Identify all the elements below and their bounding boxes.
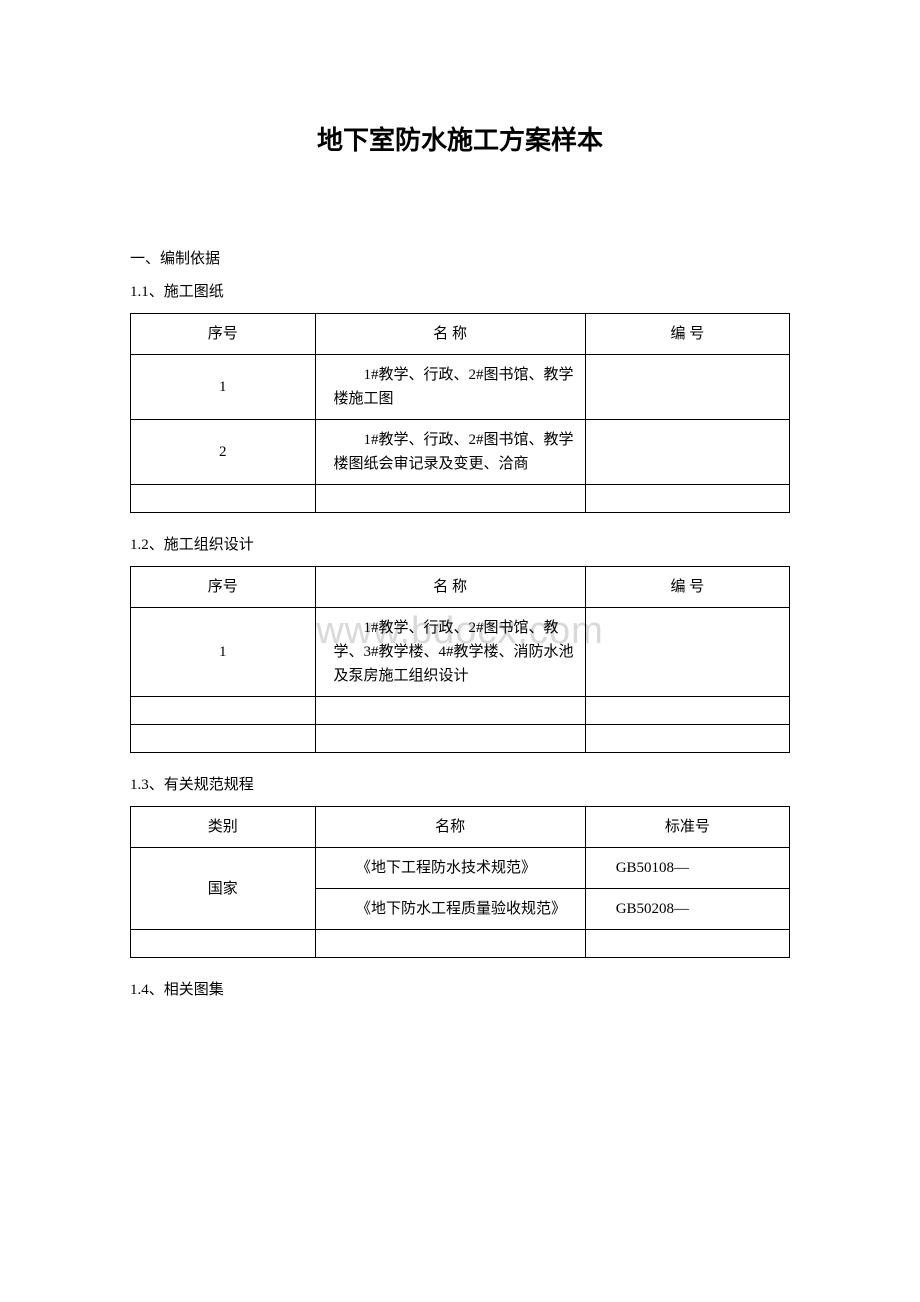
table-cell: 《地下工程防水技术规范》 <box>315 848 585 889</box>
table-row: 2 1#教学、行政、2#图书馆、教学楼图纸会审记录及变更、洽商 <box>131 420 790 485</box>
header-cell: 标准号 <box>585 807 789 848</box>
header-cell: 类别 <box>131 807 316 848</box>
header-cell: 名称 <box>315 807 585 848</box>
table-cell <box>131 485 316 513</box>
table-cell: 1 <box>131 355 316 420</box>
table-row: 国家 《地下工程防水技术规范》 GB50108— <box>131 848 790 889</box>
table-cell <box>585 697 789 725</box>
header-cell: 编 号 <box>585 314 789 355</box>
document-title: 地下室防水施工方案样本 <box>130 120 790 157</box>
table-row-empty <box>131 930 790 958</box>
table-cell: GB50208— <box>585 889 789 930</box>
header-cell: 名 称 <box>315 567 585 608</box>
table-cell: 1#教学、行政、2#图书馆、教学、3#教学楼、4#教学楼、消防水池及泵房施工组织… <box>315 608 585 697</box>
table-cell: 《地下防水工程质量验收规范》 <box>315 889 585 930</box>
table-header-row: 序号 名 称 编 号 <box>131 314 790 355</box>
table-header-row: 类别 名称 标准号 <box>131 807 790 848</box>
table-row-empty <box>131 485 790 513</box>
table-cell <box>131 697 316 725</box>
table-cell <box>585 485 789 513</box>
table-header-row: 序号 名 称 编 号 <box>131 567 790 608</box>
table-row: 1 1#教学、行政、2#图书馆、教学楼施工图 <box>131 355 790 420</box>
table-cell <box>585 355 789 420</box>
table-row-empty <box>131 725 790 753</box>
table-cell <box>315 930 585 958</box>
subsection-1-2-heading: 1.2、施工组织设计 <box>130 533 790 554</box>
table-row-empty <box>131 697 790 725</box>
table-drawings: 序号 名 称 编 号 1 1#教学、行政、2#图书馆、教学楼施工图 2 1#教学… <box>130 313 790 513</box>
table-cell <box>131 725 316 753</box>
table-cell: GB50108— <box>585 848 789 889</box>
table-cell <box>585 608 789 697</box>
header-cell: 名 称 <box>315 314 585 355</box>
table-cell <box>315 485 585 513</box>
table-cell: 1 <box>131 608 316 697</box>
table-cell: 2 <box>131 420 316 485</box>
table-cell <box>585 725 789 753</box>
subsection-1-4-heading: 1.4、相关图集 <box>130 978 790 999</box>
table-cell <box>315 725 585 753</box>
table-row: 1 1#教学、行政、2#图书馆、教学、3#教学楼、4#教学楼、消防水池及泵房施工… <box>131 608 790 697</box>
table-cell: 1#教学、行政、2#图书馆、教学楼图纸会审记录及变更、洽商 <box>315 420 585 485</box>
table-cell <box>131 930 316 958</box>
header-cell: 序号 <box>131 314 316 355</box>
section-1-heading: 一、编制依据 <box>130 247 790 268</box>
subsection-1-1-heading: 1.1、施工图纸 <box>130 280 790 301</box>
table-standards: 类别 名称 标准号 国家 《地下工程防水技术规范》 GB50108— 《地下防水… <box>130 806 790 958</box>
table-cell <box>315 697 585 725</box>
header-cell: 编 号 <box>585 567 789 608</box>
header-cell: 序号 <box>131 567 316 608</box>
table-cell: 1#教学、行政、2#图书馆、教学楼施工图 <box>315 355 585 420</box>
table-cell <box>585 420 789 485</box>
table-org-design: 序号 名 称 编 号 1 1#教学、行政、2#图书馆、教学、3#教学楼、4#教学… <box>130 566 790 753</box>
table-cell: 国家 <box>131 848 316 930</box>
table-cell <box>585 930 789 958</box>
subsection-1-3-heading: 1.3、有关规范规程 <box>130 773 790 794</box>
document-content: 地下室防水施工方案样本 一、编制依据 1.1、施工图纸 序号 名 称 编 号 1… <box>130 120 790 999</box>
